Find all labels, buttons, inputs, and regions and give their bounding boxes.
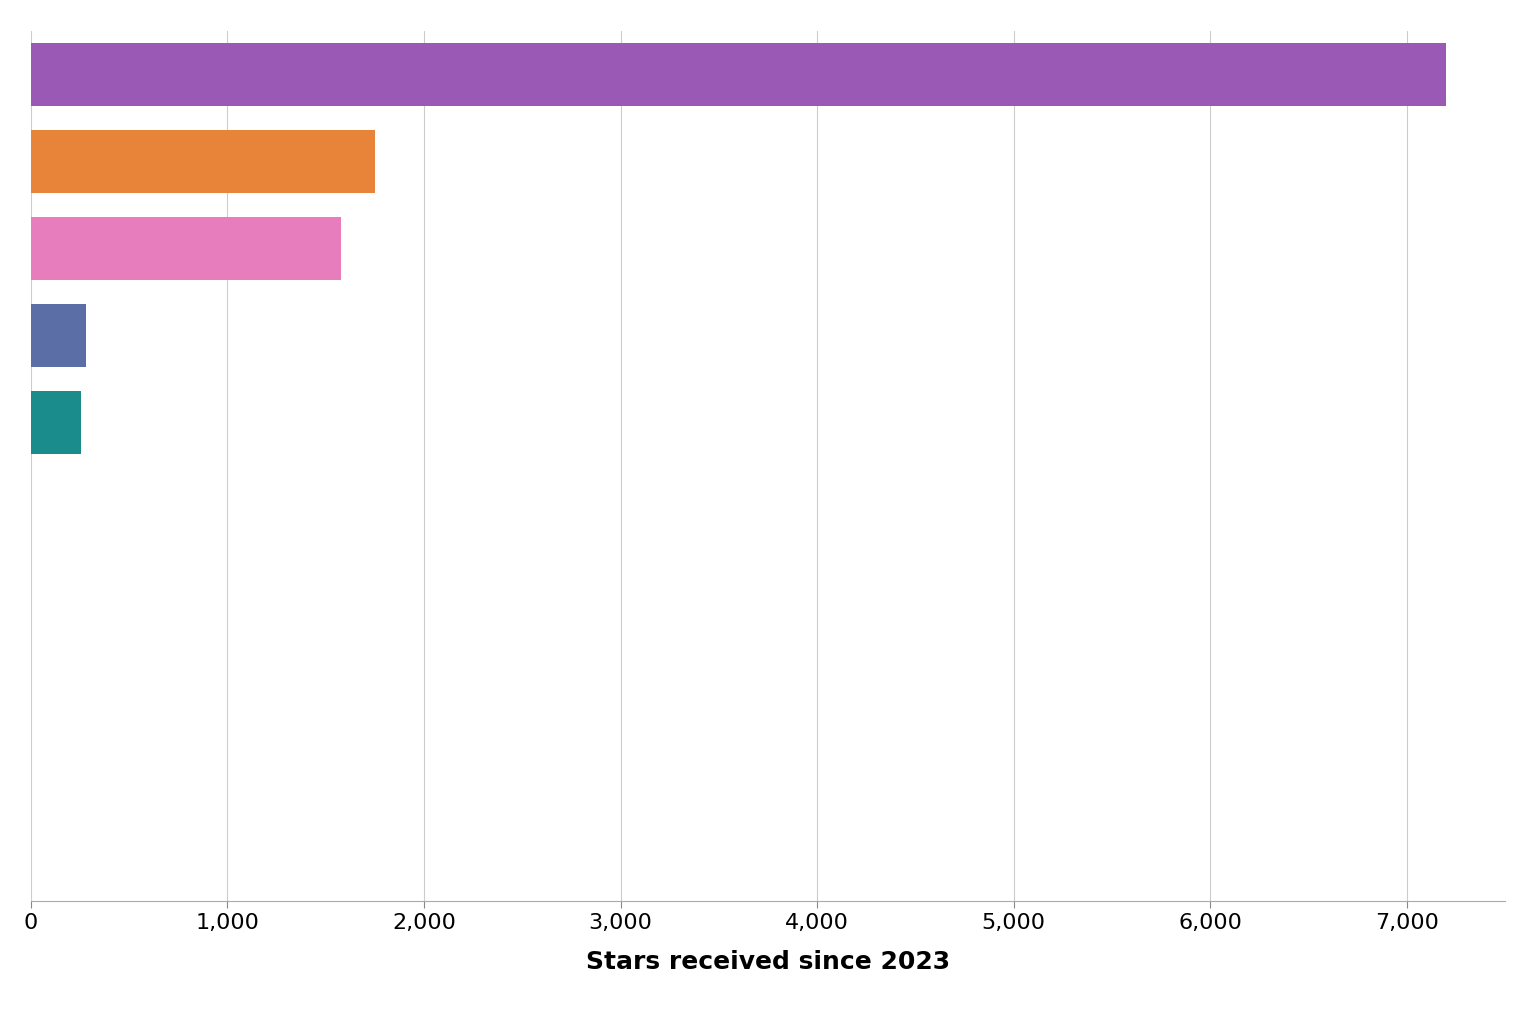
Bar — [31, 391, 81, 454]
Bar — [31, 304, 86, 367]
Bar — [31, 130, 375, 193]
X-axis label: Stars received since 2023: Stars received since 2023 — [585, 949, 951, 974]
Bar — [31, 43, 1447, 105]
Bar — [31, 217, 341, 280]
